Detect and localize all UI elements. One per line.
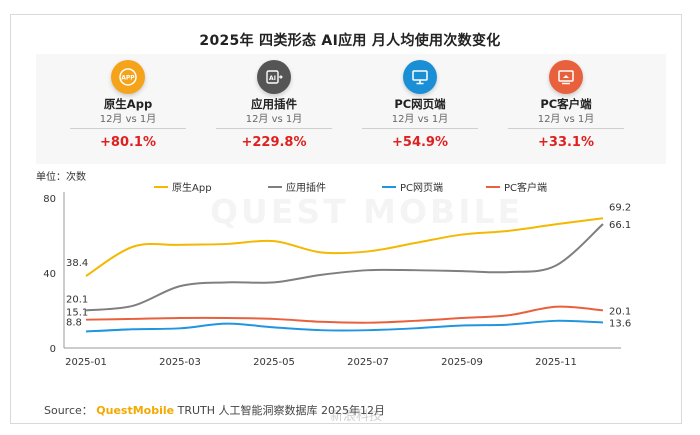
data-label-end: 13.6 [609, 319, 631, 330]
x-tick-label: 2025-11 [535, 357, 577, 368]
x-tick-label: 2025-09 [441, 357, 483, 368]
stat-growth: +33.1% [538, 135, 594, 150]
series-line [85, 305, 604, 324]
data-label-end: 69.2 [609, 202, 631, 213]
data-label-start: 8.8 [66, 318, 82, 329]
x-tick-label: 2025-03 [159, 357, 201, 368]
stat-growth: +54.9% [392, 135, 448, 150]
divider [70, 128, 186, 129]
app-icon: APP [111, 60, 145, 94]
divider [216, 128, 332, 129]
stat-pc-client: PC客户端 12月 vs 1月 +33.1% [506, 54, 626, 164]
legend-label: PC网页端 [400, 181, 443, 194]
stat-name: 应用插件 [251, 97, 297, 111]
data-label-start: 20.1 [66, 294, 88, 305]
data-label-end: 66.1 [609, 220, 631, 231]
x-tick-label: 2025-01 [65, 357, 107, 368]
stat-period: 12月 vs 1月 [537, 114, 595, 125]
stat-growth: +80.1% [100, 135, 156, 150]
stat-name: PC网页端 [394, 97, 446, 111]
questmobile-watermark-logo: QUEST MOBILE [210, 192, 523, 231]
legend-label: 原生App [172, 181, 212, 194]
series-line [85, 217, 604, 277]
source-prefix: Source： [44, 404, 93, 417]
data-label-start: 38.4 [66, 258, 88, 269]
unit-label: 单位：次数 [36, 170, 86, 183]
y-tick-label: 40 [43, 269, 56, 280]
line-chart: 单位：次数原生App 应用插件 PC网页端 PC客户端 0 40 80 2025-01 2025… [36, 168, 666, 383]
legend-label: PC客户端 [504, 181, 547, 194]
stat-growth: +229.8% [241, 135, 307, 150]
svg-text:APP: APP [121, 75, 135, 82]
series-line [85, 319, 604, 333]
source-brand: QuestMobile [96, 404, 175, 417]
stat-app-plugin: AI 应用插件 12月 vs 1月 +229.8% [214, 54, 334, 164]
stat-name: PC客户端 [540, 97, 592, 111]
source-note: Source： QuestMobile TRUTH 人工智能洞察数据库 2025… [44, 402, 385, 418]
legend-label: 应用插件 [286, 181, 326, 194]
divider [362, 128, 478, 129]
monitor-icon [403, 60, 437, 94]
pc-client-icon [549, 60, 583, 94]
data-label-start: 15.1 [66, 308, 88, 319]
x-tick-label: 2025-07 [347, 357, 389, 368]
source-text: TRUTH 人工智能洞察数据库 2025年12月 [177, 404, 385, 417]
series-line [85, 223, 604, 312]
x-tick-label: 2025-05 [253, 357, 295, 368]
chart-title: 2025年 四类形态 AI应用 月人均使用次数变化 [199, 33, 501, 49]
stat-name: 原生App [103, 97, 153, 111]
data-label-end: 20.1 [609, 306, 631, 317]
stat-pc-web: PC网页端 12月 vs 1月 +54.9% [360, 54, 480, 164]
divider [508, 128, 624, 129]
stats-panel: APP 原生App 12月 vs 1月 +80.1% AI 应用插件 12月 v… [36, 54, 666, 164]
stat-period: 12月 vs 1月 [391, 114, 449, 125]
stat-native-app: APP 原生App 12月 vs 1月 +80.1% [68, 54, 188, 164]
stat-period: 12月 vs 1月 [245, 114, 303, 125]
weibo-watermark: 新浪科技 [330, 409, 383, 424]
stat-period: 12月 vs 1月 [99, 114, 157, 125]
y-tick-label: 80 [43, 194, 56, 205]
ai-plugin-icon: AI [257, 60, 291, 94]
svg-text:AI: AI [269, 75, 276, 82]
y-tick-label: 0 [50, 344, 56, 355]
